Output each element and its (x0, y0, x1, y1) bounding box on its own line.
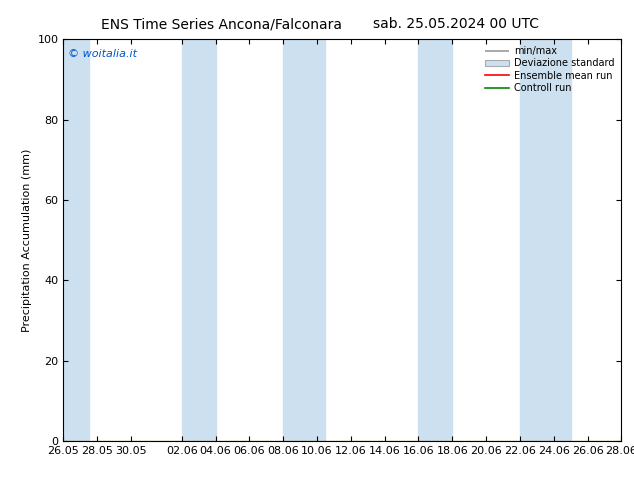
Bar (418, 39, 452, 441)
Text: ENS Time Series Ancona/Falconara: ENS Time Series Ancona/Falconara (101, 17, 342, 31)
Legend: min/max, Deviazione standard, Ensemble mean run, Controll run: min/max, Deviazione standard, Ensemble m… (483, 44, 616, 95)
Bar (63, 39, 89, 441)
Bar (283, 39, 325, 441)
Text: © woitalia.it: © woitalia.it (68, 49, 138, 59)
Y-axis label: Precipitation Accumulation (mm): Precipitation Accumulation (mm) (22, 148, 32, 332)
Bar (182, 39, 216, 441)
Bar (520, 39, 571, 441)
Text: sab. 25.05.2024 00 UTC: sab. 25.05.2024 00 UTC (373, 17, 540, 31)
